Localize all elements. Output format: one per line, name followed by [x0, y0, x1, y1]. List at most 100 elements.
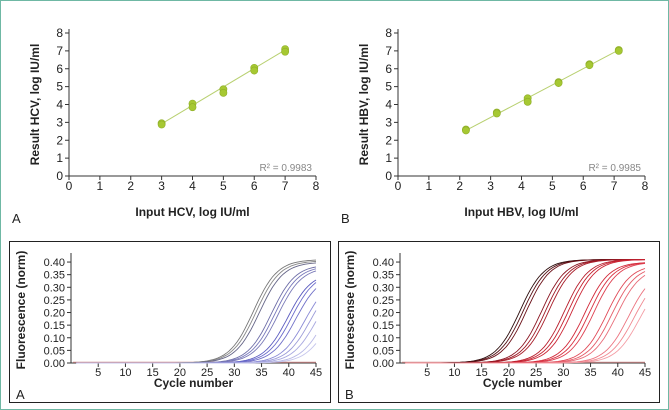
x-tick-label: 35 [584, 367, 596, 379]
y-tick-label: 0.25 [373, 295, 394, 307]
data-point [462, 126, 470, 135]
data-point [492, 109, 501, 118]
x-tick-label: 35 [255, 367, 267, 379]
y-tick-label: 0.35 [44, 270, 65, 282]
x-tick-label: 7 [282, 179, 289, 193]
y-tick-label: 0.00 [373, 358, 394, 370]
x-tick-label: 4 [518, 179, 525, 193]
y-tick-label: 0.30 [373, 282, 394, 294]
x-tick-label: 0 [66, 179, 73, 193]
y-tick-label: 0.25 [44, 295, 65, 307]
y-tick-label: 3 [385, 115, 392, 129]
y-tick-label: 1 [56, 151, 63, 165]
y-tick-label: 2 [56, 133, 63, 147]
x-tick-label: 40 [612, 367, 624, 379]
x-tick-label: 1 [97, 179, 104, 193]
y-axis-label: Fluorescence (norm) [14, 251, 28, 370]
x-tick-label: 45 [639, 367, 651, 379]
y-axis-label: Result HCV, log IU/ml [28, 44, 42, 166]
y-tick-label: 0.05 [373, 345, 394, 357]
data-point [188, 103, 197, 112]
y-tick-label: 0.10 [44, 333, 65, 345]
x-tick-label: 15 [476, 367, 488, 379]
x-tick-label: 3 [487, 179, 494, 193]
y-tick-label: 2 [385, 133, 392, 147]
data-point [614, 46, 623, 55]
panel-label: A [16, 387, 25, 402]
hbv-amplification-chart: 5 10 15 20 25 30 35 40 45 0.000.050.100.150.200.2… [343, 251, 651, 402]
data-point [523, 97, 532, 106]
y-tick-label: 0.00 [44, 358, 65, 370]
y-tick-label: 5 [56, 80, 63, 94]
y-tick-label: 7 [385, 44, 392, 58]
r-squared-annotation: R² = 0.9985 [588, 163, 641, 174]
panel-label: A [12, 211, 21, 226]
x-axis-label: Cycle number [154, 376, 234, 390]
x-axis-label: Input HBV, log IU/ml [464, 205, 578, 219]
x-axis-label: Cycle number [483, 376, 563, 390]
x-tick-label: 45 [310, 367, 322, 379]
hbv-amplification-panel: 5 10 15 20 25 30 35 40 45 0.00 0.05 0.10 0.15 0.20 0.2… [338, 241, 660, 403]
y-tick-label: 0.10 [373, 333, 394, 345]
data-point [554, 79, 563, 87]
y-tick-label: 0.15 [44, 320, 65, 332]
y-tick-label: 0.30 [44, 282, 65, 294]
x-tick-label: 6 [580, 179, 587, 193]
y-tick-label: 4 [385, 98, 392, 112]
x-tick-label: 10 [119, 367, 131, 379]
x-tick-label: 5 [549, 179, 556, 193]
x-tick-label: 25 [201, 367, 213, 379]
y-tick-label: 0.20 [373, 308, 394, 320]
panel-frame [9, 241, 331, 403]
r-squared-annotation: R² = 0.9983 [259, 163, 312, 174]
x-tick-label: 6 [251, 179, 258, 193]
y-tick-label: 3 [56, 115, 63, 129]
data-point [585, 61, 594, 70]
x-tick-label: 8 [313, 179, 320, 193]
hcv-linearity-panel: 0 1 2 3 4 5 6 7 8 0 1 2 3 4 5 6 7 8 Input HCV, log IU/ml Re… [9, 13, 331, 227]
x-tick-label: 10 [448, 367, 460, 379]
y-tick-label: 0.20 [44, 308, 65, 320]
y-tick-label: 0 [56, 169, 63, 183]
x-tick-label: 5 [95, 367, 101, 379]
y-tick-label: 1 [385, 151, 392, 165]
y-tick-label: 8 [385, 26, 392, 40]
x-tick-label: 25 [530, 367, 542, 379]
x-tick-label: 20 [174, 367, 186, 379]
fit-line [465, 49, 619, 131]
y-tick-label: 4 [56, 98, 63, 112]
x-tick-label: 40 [283, 367, 295, 379]
y-tick-label: 0.05 [44, 345, 65, 357]
hcv-amplification-chart: 5 10 15 20 25 30 35 40 45 0.000.050.100.150.200.2… [14, 251, 322, 402]
y-tick-label: 0 [385, 169, 392, 183]
x-tick-label: 30 [557, 367, 569, 379]
x-tick-label: 2 [127, 179, 134, 193]
amplification-curve [405, 308, 646, 364]
y-tick-label: 0.15 [373, 320, 394, 332]
x-axis-label: Input HCV, log IU/ml [135, 205, 249, 219]
y-axis-label: Fluorescense (norm) [343, 251, 357, 370]
x-tick-label: 4 [189, 179, 196, 193]
x-tick-label: 0 [395, 179, 402, 193]
panel-label: B [341, 211, 350, 226]
x-tick-label: 2 [456, 179, 463, 193]
x-tick-label: 5 [220, 179, 227, 193]
y-tick-label: 7 [56, 44, 63, 58]
panel-label: B [345, 387, 354, 402]
x-tick-label: 30 [228, 367, 240, 379]
x-tick-label: 1 [426, 179, 433, 193]
y-tick-label: 6 [56, 62, 63, 76]
x-tick-label: 8 [642, 179, 649, 193]
y-tick-label: 8 [56, 26, 63, 40]
x-tick-label: 3 [158, 179, 165, 193]
hcv-amplification-panel: 5 10 15 20 25 30 35 40 45 0.00 0.05 0.10 0.15 0.20 0.2… [9, 241, 331, 403]
data-point [157, 120, 166, 129]
data-point [219, 88, 228, 97]
x-tick-label: 7 [611, 179, 618, 193]
amplification-curve [76, 343, 317, 364]
hbv-linearity-panel: 0 1 2 3 4 5 6 7 8 0 1 2 3 4 5 6 7 8 Input HBV, log IU/ml Re… [338, 13, 660, 227]
y-tick-label: 0.40 [44, 257, 65, 269]
